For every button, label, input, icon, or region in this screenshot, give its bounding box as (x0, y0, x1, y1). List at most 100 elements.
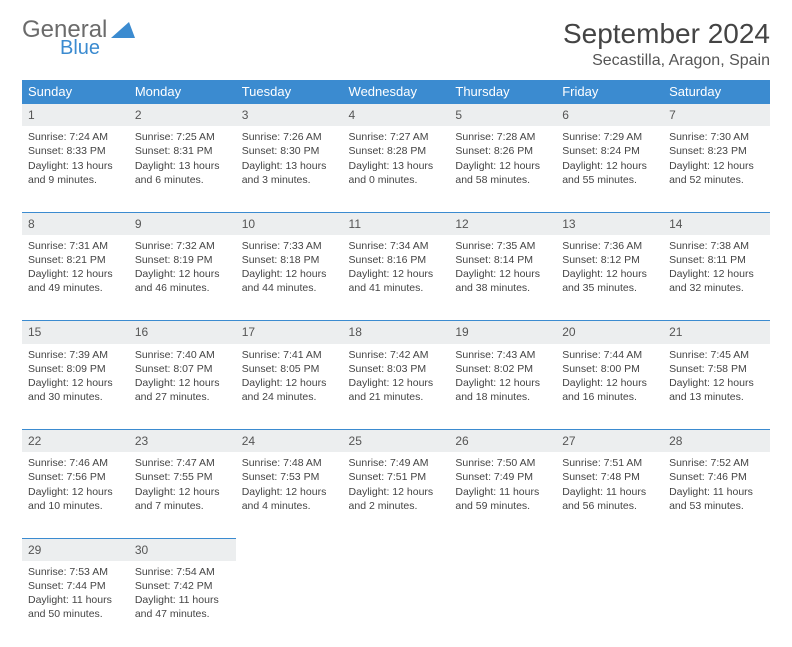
sunrise-line: Sunrise: 7:54 AM (135, 565, 230, 579)
weekday-header: Tuesday (236, 80, 343, 104)
sunrise-line: Sunrise: 7:35 AM (455, 239, 550, 253)
day-number-row: 15161718192021 (22, 321, 770, 344)
day-number-cell: 6 (556, 104, 663, 127)
weekday-header: Sunday (22, 80, 129, 104)
day-detail-row: Sunrise: 7:53 AMSunset: 7:44 PMDaylight:… (22, 561, 770, 647)
daylight-line: Daylight: 12 hours and 24 minutes. (242, 376, 337, 404)
sunrise-line: Sunrise: 7:52 AM (669, 456, 764, 470)
daylight-line: Daylight: 12 hours and 32 minutes. (669, 267, 764, 295)
day-number-cell: 20 (556, 321, 663, 344)
day-detail-cell: Sunrise: 7:45 AMSunset: 7:58 PMDaylight:… (663, 344, 770, 430)
day-detail-cell: Sunrise: 7:52 AMSunset: 7:46 PMDaylight:… (663, 452, 770, 538)
day-number-cell: 22 (22, 430, 129, 453)
sunset-line: Sunset: 7:49 PM (455, 470, 550, 484)
day-detail-cell (236, 561, 343, 647)
day-number-cell: 29 (22, 538, 129, 561)
sunrise-line: Sunrise: 7:30 AM (669, 130, 764, 144)
sunset-line: Sunset: 8:23 PM (669, 144, 764, 158)
day-detail-cell (449, 561, 556, 647)
day-number-cell: 25 (343, 430, 450, 453)
day-number-cell: 11 (343, 212, 450, 235)
day-number-row: 2930 (22, 538, 770, 561)
sunrise-line: Sunrise: 7:53 AM (28, 565, 123, 579)
daylight-line: Daylight: 12 hours and 55 minutes. (562, 159, 657, 187)
day-number-cell: 26 (449, 430, 556, 453)
day-number-cell (236, 538, 343, 561)
sunset-line: Sunset: 8:33 PM (28, 144, 123, 158)
day-detail-cell: Sunrise: 7:41 AMSunset: 8:05 PMDaylight:… (236, 344, 343, 430)
sunset-line: Sunset: 8:14 PM (455, 253, 550, 267)
weekday-header: Thursday (449, 80, 556, 104)
sunrise-line: Sunrise: 7:46 AM (28, 456, 123, 470)
logo-triangle-icon (111, 20, 135, 47)
sunrise-line: Sunrise: 7:43 AM (455, 348, 550, 362)
sunset-line: Sunset: 7:53 PM (242, 470, 337, 484)
weekday-header-row: SundayMondayTuesdayWednesdayThursdayFrid… (22, 80, 770, 104)
day-number-cell (449, 538, 556, 561)
sunset-line: Sunset: 8:12 PM (562, 253, 657, 267)
day-number-cell: 19 (449, 321, 556, 344)
day-number-cell: 7 (663, 104, 770, 127)
daylight-line: Daylight: 12 hours and 27 minutes. (135, 376, 230, 404)
weekday-header: Friday (556, 80, 663, 104)
day-number-cell: 27 (556, 430, 663, 453)
day-detail-cell: Sunrise: 7:31 AMSunset: 8:21 PMDaylight:… (22, 235, 129, 321)
sunset-line: Sunset: 7:51 PM (349, 470, 444, 484)
sunset-line: Sunset: 7:56 PM (28, 470, 123, 484)
sunset-line: Sunset: 8:31 PM (135, 144, 230, 158)
sunrise-line: Sunrise: 7:48 AM (242, 456, 337, 470)
day-number-cell: 12 (449, 212, 556, 235)
daylight-line: Daylight: 12 hours and 16 minutes. (562, 376, 657, 404)
day-detail-row: Sunrise: 7:24 AMSunset: 8:33 PM Daylight:… (22, 126, 770, 212)
sunset-line: Sunset: 8:11 PM (669, 253, 764, 267)
sunset-line: Sunset: 7:55 PM (135, 470, 230, 484)
day-number-cell: 15 (22, 321, 129, 344)
weekday-header: Monday (129, 80, 236, 104)
day-number-cell: 5 (449, 104, 556, 127)
daylight-line: Daylight: 12 hours and 7 minutes. (135, 485, 230, 513)
logo: General Blue (22, 18, 135, 58)
day-detail-cell: Sunrise: 7:29 AMSunset: 8:24 PMDaylight:… (556, 126, 663, 212)
sunset-line: Sunset: 8:09 PM (28, 362, 123, 376)
sunrise-line: Sunrise: 7:24 AM (28, 130, 123, 144)
sunset-line: Sunset: 8:00 PM (562, 362, 657, 376)
daylight-line: Daylight: 13 hours and 6 minutes. (135, 159, 230, 187)
sunrise-line: Sunrise: 7:25 AM (135, 130, 230, 144)
day-detail-cell (343, 561, 450, 647)
day-number-cell: 24 (236, 430, 343, 453)
weekday-header: Wednesday (343, 80, 450, 104)
sunrise-line: Sunrise: 7:38 AM (669, 239, 764, 253)
day-number-cell: 1 (22, 104, 129, 127)
day-number-cell: 14 (663, 212, 770, 235)
day-number-row: 891011121314 (22, 212, 770, 235)
location: Secastilla, Aragon, Spain (563, 52, 770, 70)
day-number-cell: 13 (556, 212, 663, 235)
day-number-cell: 28 (663, 430, 770, 453)
day-detail-cell: Sunrise: 7:53 AMSunset: 7:44 PMDaylight:… (22, 561, 129, 647)
daylight-line: Daylight: 12 hours and 2 minutes. (349, 485, 444, 513)
day-detail-row: Sunrise: 7:31 AMSunset: 8:21 PMDaylight:… (22, 235, 770, 321)
day-detail-cell: Sunrise: 7:34 AMSunset: 8:16 PMDaylight:… (343, 235, 450, 321)
day-detail-cell: Sunrise: 7:54 AMSunset: 7:42 PMDaylight:… (129, 561, 236, 647)
day-detail-cell: Sunrise: 7:30 AMSunset: 8:23 PMDaylight:… (663, 126, 770, 212)
day-detail-cell: Sunrise: 7:28 AMSunset: 8:26 PMDaylight:… (449, 126, 556, 212)
day-number-cell: 10 (236, 212, 343, 235)
sunset-line: Sunset: 8:07 PM (135, 362, 230, 376)
daylight-line: Daylight: 13 hours and 3 minutes. (242, 159, 337, 187)
sunrise-line: Sunrise: 7:49 AM (349, 456, 444, 470)
day-number-cell (663, 538, 770, 561)
day-detail-cell (556, 561, 663, 647)
sunset-line: Sunset: 8:24 PM (562, 144, 657, 158)
day-number-cell: 4 (343, 104, 450, 127)
sunset-line: Sunset: 8:28 PM (349, 144, 444, 158)
sunrise-line: Sunrise: 7:31 AM (28, 239, 123, 253)
sunrise-line: Sunrise: 7:45 AM (669, 348, 764, 362)
sunrise-line: Sunrise: 7:42 AM (349, 348, 444, 362)
day-number-cell: 21 (663, 321, 770, 344)
day-detail-cell: Sunrise: 7:50 AMSunset: 7:49 PMDaylight:… (449, 452, 556, 538)
day-number-row: 1234567 (22, 104, 770, 127)
day-detail-cell: Sunrise: 7:49 AMSunset: 7:51 PMDaylight:… (343, 452, 450, 538)
day-detail-cell: Sunrise: 7:39 AMSunset: 8:09 PMDaylight:… (22, 344, 129, 430)
daylight-line: Daylight: 12 hours and 10 minutes. (28, 485, 123, 513)
sunrise-line: Sunrise: 7:40 AM (135, 348, 230, 362)
